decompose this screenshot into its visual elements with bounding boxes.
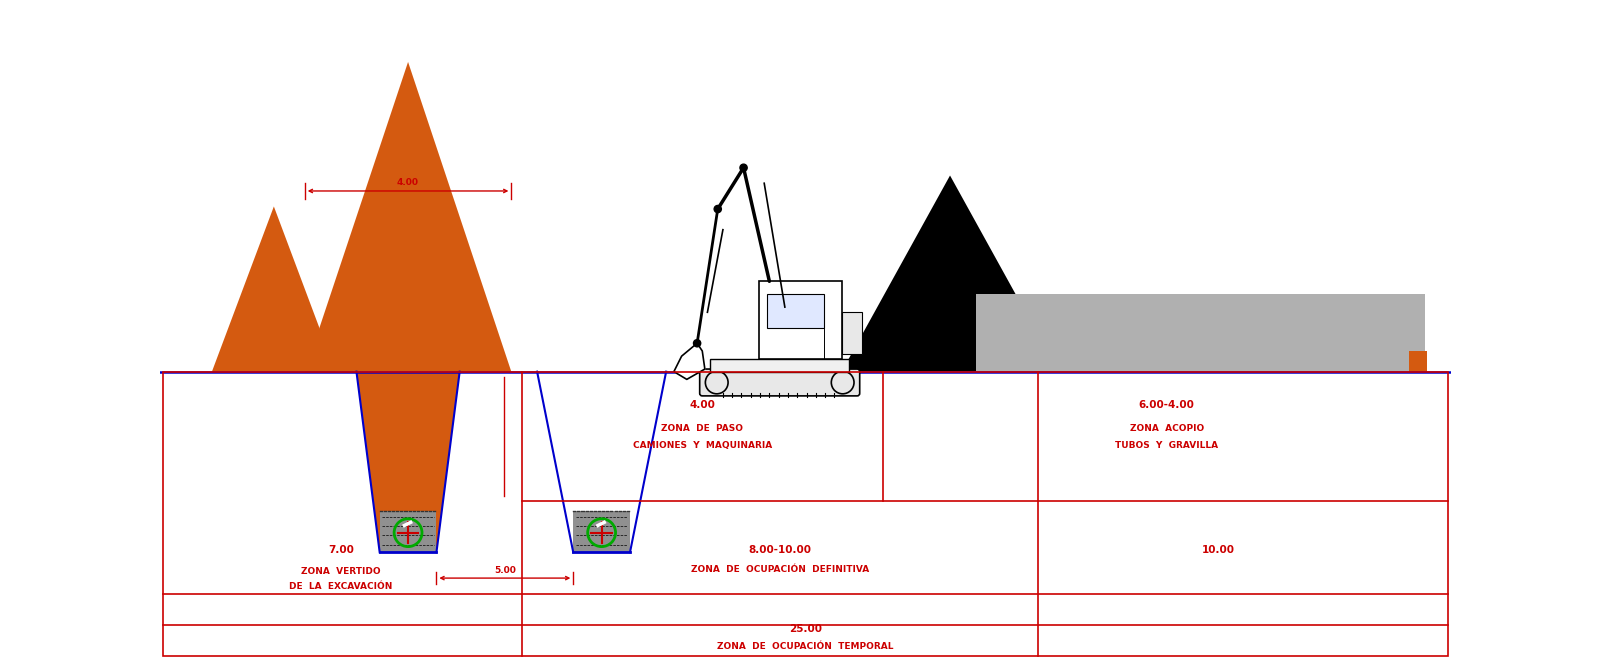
Text: 5.00: 5.00 xyxy=(495,566,516,575)
Text: 10.00: 10.00 xyxy=(1202,545,1236,555)
Bar xyxy=(710,359,849,372)
Text: ZONA  DE  PASO: ZONA DE PASO xyxy=(661,423,743,433)
Circle shape xyxy=(714,205,722,213)
Circle shape xyxy=(706,371,728,394)
Polygon shape xyxy=(304,62,511,372)
Polygon shape xyxy=(356,372,459,552)
Circle shape xyxy=(739,164,748,171)
Text: CAMIONES  Y  MAQUINARIA: CAMIONES Y MAQUINARIA xyxy=(633,441,772,450)
Polygon shape xyxy=(976,294,1424,372)
Text: 7.00: 7.00 xyxy=(329,545,354,555)
Polygon shape xyxy=(380,511,437,552)
Polygon shape xyxy=(574,511,630,552)
Text: 4.00: 4.00 xyxy=(690,401,715,411)
Circle shape xyxy=(831,371,854,394)
Text: 6.00-4.00: 6.00-4.00 xyxy=(1139,401,1195,411)
Text: ZONA  ACOPIO: ZONA ACOPIO xyxy=(1129,423,1203,433)
Bar xyxy=(767,294,823,327)
Text: 25.00: 25.00 xyxy=(789,624,822,634)
Text: 4.00: 4.00 xyxy=(396,178,419,187)
Bar xyxy=(841,312,862,354)
Text: ZONA  DE  OCUPACIÓN  TEMPORAL: ZONA DE OCUPACIÓN TEMPORAL xyxy=(717,642,894,652)
Text: DE  LA  EXCAVACIÓN: DE LA EXCAVACIÓN xyxy=(290,582,393,591)
Text: 8.00-10.00: 8.00-10.00 xyxy=(748,545,812,555)
Polygon shape xyxy=(841,176,1058,372)
Bar xyxy=(759,281,841,359)
Polygon shape xyxy=(1410,351,1427,372)
FancyBboxPatch shape xyxy=(699,369,860,396)
Polygon shape xyxy=(536,372,665,552)
Text: ZONA  VERTIDO: ZONA VERTIDO xyxy=(301,566,380,576)
Text: TUBOS  Y  GRAVILLA: TUBOS Y GRAVILLA xyxy=(1115,441,1218,450)
Circle shape xyxy=(693,340,701,347)
Polygon shape xyxy=(673,344,706,379)
Polygon shape xyxy=(213,207,335,372)
Text: ZONA  DE  OCUPACIÓN  DEFINITIVA: ZONA DE OCUPACIÓN DEFINITIVA xyxy=(691,565,868,574)
Bar xyxy=(163,372,1448,656)
